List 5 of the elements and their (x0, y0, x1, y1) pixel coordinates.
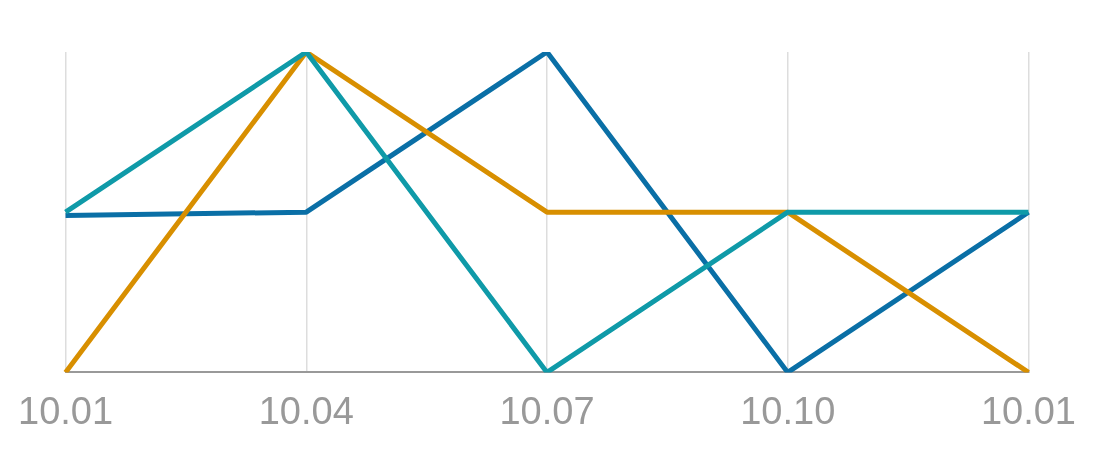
x-tick-label: 10.01 (980, 389, 1076, 432)
x-tick-label: 10.04 (258, 389, 354, 432)
x-tick-label: 10.10 (740, 389, 836, 432)
x-tick-label: 10.01 (18, 389, 114, 432)
x-tick-label: 10.07 (499, 389, 595, 432)
